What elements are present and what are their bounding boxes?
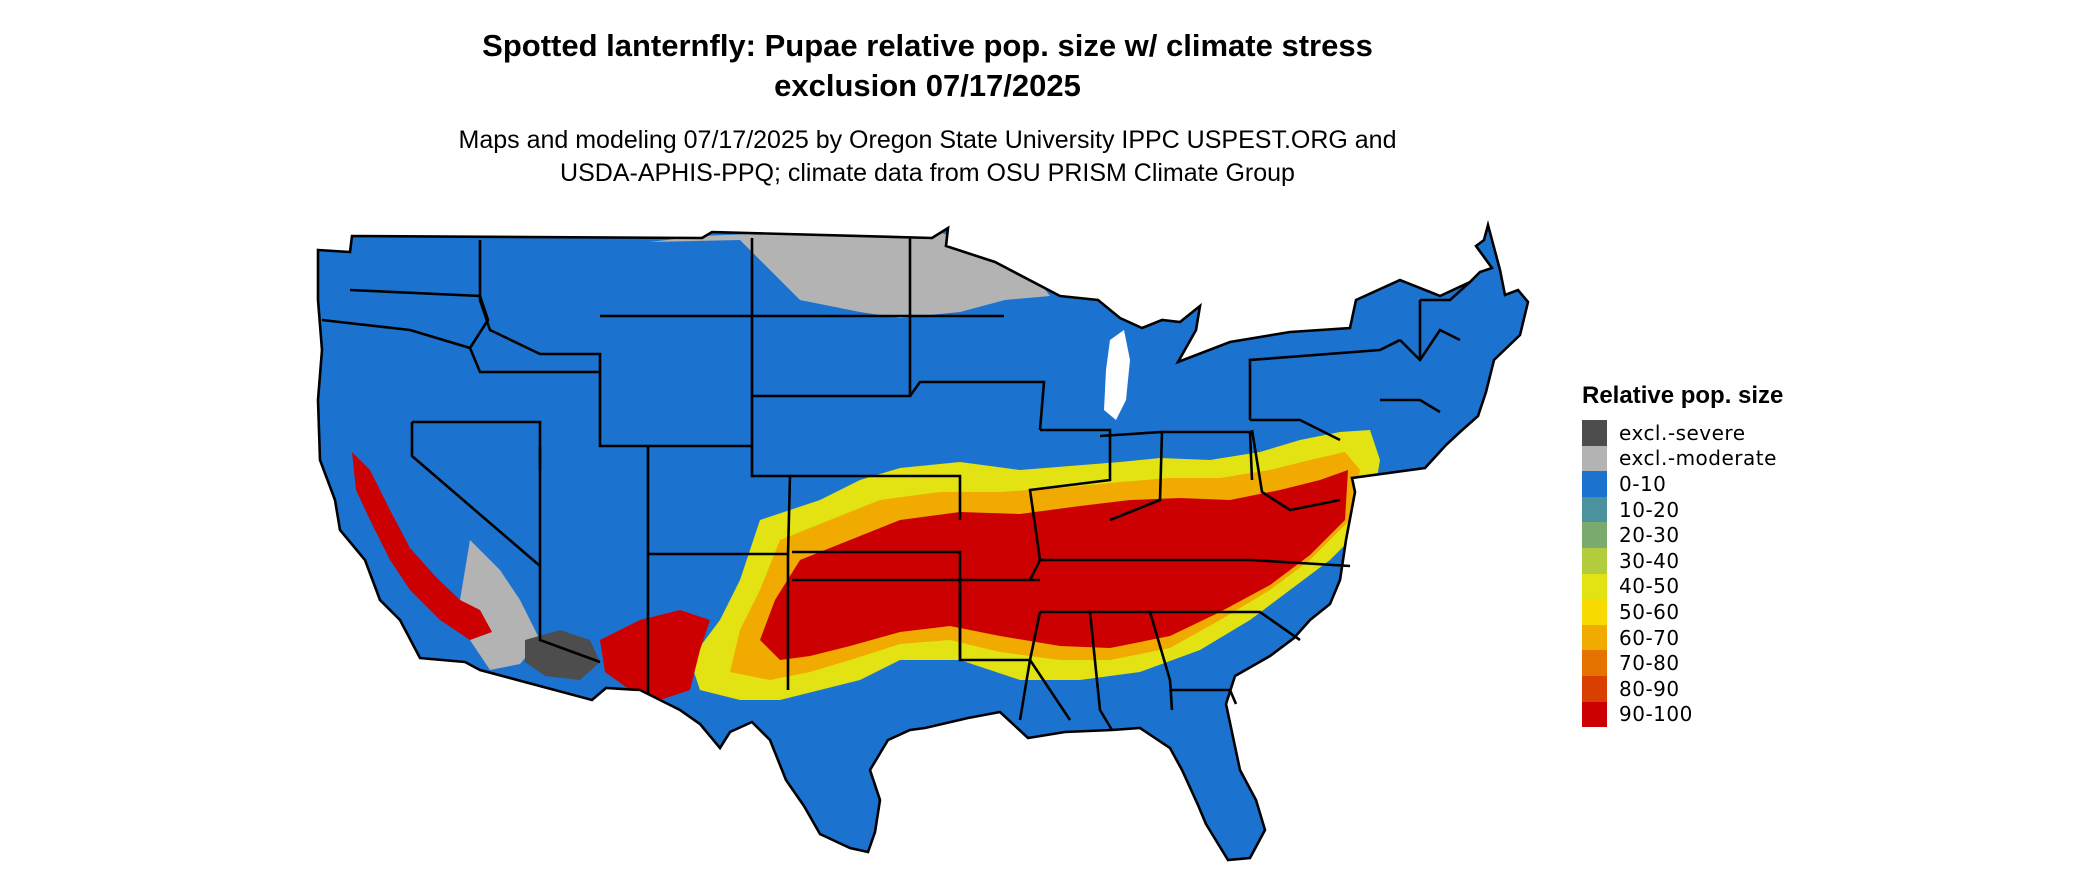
lake-michigan xyxy=(1104,330,1130,420)
legend-swatch xyxy=(1582,675,1607,702)
legend-item: 60-70 xyxy=(1582,624,1777,651)
legend-label: 50-60 xyxy=(1619,599,1680,624)
legend-label: 0-10 xyxy=(1619,471,1667,496)
legend-label: excl.-severe xyxy=(1619,420,1746,445)
legend-item: 50-60 xyxy=(1582,599,1777,625)
legend-label: 20-30 xyxy=(1619,523,1680,548)
legend-swatch xyxy=(1582,650,1607,676)
legend-swatch xyxy=(1582,599,1607,625)
legend-item: 70-80 xyxy=(1582,650,1777,676)
legend-label: 10-20 xyxy=(1619,497,1680,522)
legend-item: 80-90 xyxy=(1582,675,1777,702)
legend-swatch xyxy=(1582,522,1607,548)
legend-item: 30-40 xyxy=(1582,547,1777,574)
exclusion-moderate-southwest xyxy=(460,540,540,670)
state-borders xyxy=(316,219,1530,862)
legend-item: 40-50 xyxy=(1582,573,1777,600)
legend-label: 60-70 xyxy=(1619,625,1680,650)
legend-item: 90-100 xyxy=(1582,701,1777,728)
legend-item: 10-20 xyxy=(1582,496,1777,523)
legend-swatch xyxy=(1582,420,1607,446)
legend-swatch xyxy=(1582,496,1607,523)
legend-swatch xyxy=(1582,624,1607,651)
california-band xyxy=(352,452,492,640)
map-title-line-2: exclusion 07/17/2025 xyxy=(774,68,1081,103)
legend: excl.-severe excl.-moderate 0-10 10-20 20-30… xyxy=(1582,420,1777,728)
legend-label: 90-100 xyxy=(1619,702,1693,727)
legend-swatch xyxy=(1582,445,1607,472)
legend-swatch xyxy=(1582,547,1607,574)
legend-label: 80-90 xyxy=(1619,676,1680,701)
map-title-line-1: Spotted lanternfly: Pupae relative pop. … xyxy=(482,28,1373,63)
legend-label: 70-80 xyxy=(1619,651,1680,676)
legend-item: excl.-moderate xyxy=(1582,445,1777,472)
legend-swatch xyxy=(1582,573,1607,600)
southwest-band xyxy=(600,610,710,700)
legend-swatch xyxy=(1582,471,1607,497)
exclusion-moderate-north xyxy=(650,232,1050,318)
map-subtitle-line-1: Maps and modeling 07/17/2025 by Oregon S… xyxy=(458,126,1397,154)
legend-item: 0-10 xyxy=(1582,471,1777,497)
legend-label: excl.-moderate xyxy=(1619,446,1777,471)
legend-label: 40-50 xyxy=(1619,574,1680,599)
map-subtitle-line-2: USDA-APHIS-PPQ; climate data from OSU PR… xyxy=(560,159,1295,187)
legend-item: 20-30 xyxy=(1582,522,1777,548)
legend-swatch xyxy=(1582,701,1607,728)
legend-item: excl.-severe xyxy=(1582,420,1777,446)
legend-title: Relative pop. size xyxy=(1582,382,1784,409)
legend-label: 30-40 xyxy=(1619,548,1680,573)
